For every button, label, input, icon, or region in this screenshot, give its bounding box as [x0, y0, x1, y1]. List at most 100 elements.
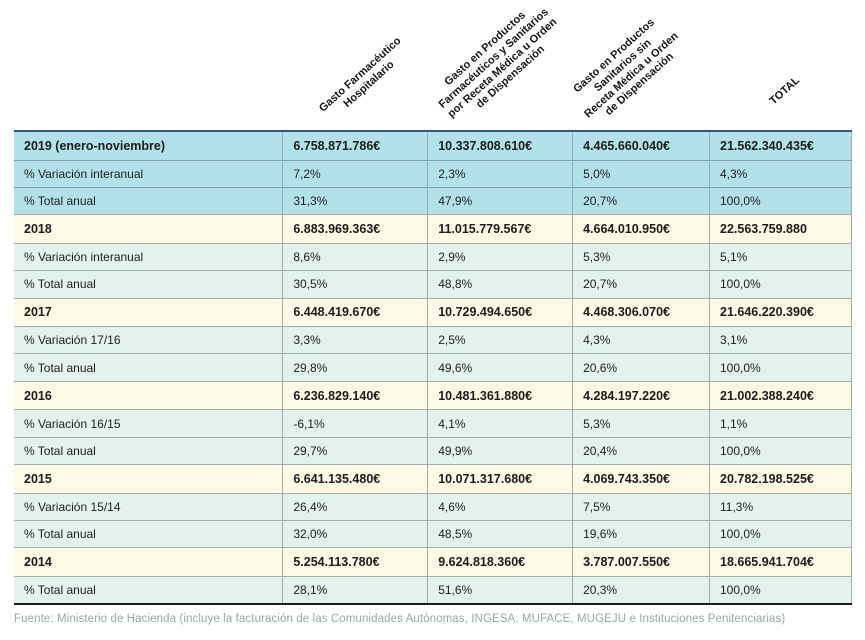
cell-gasto-hospitalario: 8,6% [282, 243, 428, 271]
row-label: % Total anual [14, 353, 283, 382]
table-row: % Total anual 32,0% 48,5% 19,6% 100,0% [14, 520, 852, 548]
cell-gasto-sin-receta: 20,7% [572, 270, 710, 299]
cell-gasto-sin-receta: 3.787.007.550€ [572, 547, 710, 577]
row-label: % Variación interanual [14, 243, 283, 271]
cell-gasto-receta: 10.481.361.880€ [427, 381, 573, 410]
source-note: Fuente: Ministerio de Hacienda (incluye … [14, 613, 786, 625]
cell-total: 100,0% [709, 353, 852, 382]
row-label: % Total anual [14, 437, 283, 465]
cell-gasto-receta: 11.015.779.567€ [427, 214, 573, 244]
cell-total: 18.665.941.704€ [709, 547, 852, 577]
cell-gasto-receta: 49,9% [427, 437, 573, 465]
cell-gasto-hospitalario: 6.236.829.140€ [282, 381, 428, 410]
cell-gasto-hospitalario: 6.448.419.670€ [282, 298, 428, 327]
cell-gasto-sin-receta: 4.284.197.220€ [572, 381, 710, 410]
cell-gasto-sin-receta: 7,5% [572, 493, 710, 521]
table-row: % Total anual 29,7% 49,9% 20,4% 100,0% [14, 437, 852, 465]
row-label: % Total anual [14, 576, 283, 605]
cell-gasto-hospitalario: 29,7% [282, 437, 428, 465]
cell-gasto-sin-receta: 4.465.660.040€ [572, 131, 710, 160]
cell-gasto-hospitalario: 7,2% [282, 160, 428, 188]
cell-gasto-receta: 4,1% [427, 409, 573, 438]
cell-gasto-receta: 4,6% [427, 493, 573, 521]
cell-total: 3,1% [709, 326, 852, 354]
table-row: % Variación 17/16 3,3% 2,5% 4,3% 3,1% [14, 326, 852, 354]
row-label: 2015 [14, 464, 283, 494]
cell-gasto-receta: 10.071.317.680€ [427, 464, 573, 494]
cell-gasto-receta: 9.624.818.360€ [427, 547, 573, 577]
cell-total: 100,0% [709, 187, 852, 215]
cell-gasto-hospitalario: 6.641.135.480€ [282, 464, 428, 494]
table-row: 2017 6.448.419.670€ 10.729.494.650€ 4.46… [14, 298, 852, 327]
spending-table: 2019 (enero-noviembre) 6.758.871.786€ 10… [14, 130, 852, 606]
table-row: % Variación interanual 7,2% 2,3% 5,0% 4,… [14, 160, 852, 188]
cell-gasto-receta: 2,9% [427, 243, 573, 271]
cell-total: 100,0% [709, 437, 852, 465]
cell-gasto-sin-receta: 5,3% [572, 409, 710, 438]
cell-gasto-hospitalario: 3,3% [282, 326, 428, 354]
cell-gasto-hospitalario: 6.758.871.786€ [282, 131, 428, 160]
row-label: % Variación 16/15 [14, 409, 283, 438]
cell-gasto-receta: 10.729.494.650€ [427, 298, 573, 327]
cell-gasto-receta: 10.337.808.610€ [427, 131, 573, 160]
cell-gasto-hospitalario: -6,1% [282, 409, 428, 438]
cell-gasto-sin-receta: 4.664.010.950€ [572, 214, 710, 244]
table-row: % Variación 16/15 -6,1% 4,1% 5,3% 1,1% [14, 409, 852, 438]
cell-total: 21.646.220.390€ [709, 298, 852, 327]
cell-total: 4,3% [709, 160, 852, 188]
cell-gasto-sin-receta: 5,3% [572, 243, 710, 271]
cell-gasto-hospitalario: 5.254.113.780€ [282, 547, 428, 577]
cell-gasto-receta: 48,5% [427, 520, 573, 548]
table-row: % Total anual 29,8% 49,6% 20,6% 100,0% [14, 353, 852, 382]
cell-gasto-receta: 2,5% [427, 326, 573, 354]
cell-total: 5,1% [709, 243, 852, 271]
cell-total: 1,1% [709, 409, 852, 438]
row-label: 2019 (enero-noviembre) [14, 131, 283, 160]
row-label: 2018 [14, 214, 283, 244]
column-header-gasto-productos-sin-receta: Gasto en Productos Sanitarios sin Receta… [571, 16, 681, 120]
cell-gasto-sin-receta: 20,4% [572, 437, 710, 465]
column-header-gasto-farmaceutico-hospitalario: Gasto Farmacéutico Hospitalario [316, 34, 404, 114]
cell-total: 100,0% [709, 270, 852, 299]
cell-gasto-hospitalario: 30,5% [282, 270, 428, 299]
table-row: % Variación interanual 8,6% 2,9% 5,3% 5,… [14, 243, 852, 271]
cell-gasto-sin-receta: 20,7% [572, 187, 710, 215]
table-row: 2014 5.254.113.780€ 9.624.818.360€ 3.787… [14, 547, 852, 577]
cell-gasto-sin-receta: 4.069.743.350€ [572, 464, 710, 494]
table-row: 2015 6.641.135.480€ 10.071.317.680€ 4.06… [14, 464, 852, 494]
cell-gasto-receta: 48,8% [427, 270, 573, 299]
table-row: 2018 6.883.969.363€ 11.015.779.567€ 4.66… [14, 214, 852, 244]
column-headers: Gasto Farmacéutico Hospitalario Gasto en… [14, 0, 852, 130]
cell-total: 100,0% [709, 520, 852, 548]
cell-gasto-receta: 49,6% [427, 353, 573, 382]
cell-gasto-sin-receta: 20,6% [572, 353, 710, 382]
row-label: % Variación interanual [14, 160, 283, 188]
cell-gasto-hospitalario: 31,3% [282, 187, 428, 215]
cell-total: 100,0% [709, 576, 852, 605]
cell-gasto-hospitalario: 29,8% [282, 353, 428, 382]
cell-total: 11,3% [709, 493, 852, 521]
cell-gasto-hospitalario: 6.883.969.363€ [282, 214, 428, 244]
row-label: % Total anual [14, 270, 283, 299]
row-label: % Variación 17/16 [14, 326, 283, 354]
row-label: 2016 [14, 381, 283, 410]
cell-gasto-sin-receta: 4,3% [572, 326, 710, 354]
cell-gasto-sin-receta: 4.468.306.070€ [572, 298, 710, 327]
cell-gasto-receta: 2,3% [427, 160, 573, 188]
cell-gasto-sin-receta: 20,3% [572, 576, 710, 605]
cell-gasto-receta: 47,9% [427, 187, 573, 215]
cell-total: 21.002.388.240€ [709, 381, 852, 410]
column-header-total: TOTAL [767, 74, 802, 108]
cell-gasto-sin-receta: 19,6% [572, 520, 710, 548]
cell-total: 22.563.759.880 [709, 214, 852, 244]
table-row: % Variación 15/14 26,4% 4,6% 7,5% 11,3% [14, 493, 852, 521]
cell-gasto-hospitalario: 28,1% [282, 576, 428, 605]
table-row: % Total anual 30,5% 48,8% 20,7% 100,0% [14, 270, 852, 299]
cell-gasto-receta: 51,6% [427, 576, 573, 605]
row-label: % Total anual [14, 520, 283, 548]
row-label: % Total anual [14, 187, 283, 215]
cell-gasto-hospitalario: 26,4% [282, 493, 428, 521]
cell-gasto-hospitalario: 32,0% [282, 520, 428, 548]
row-label: % Variación 15/14 [14, 493, 283, 521]
